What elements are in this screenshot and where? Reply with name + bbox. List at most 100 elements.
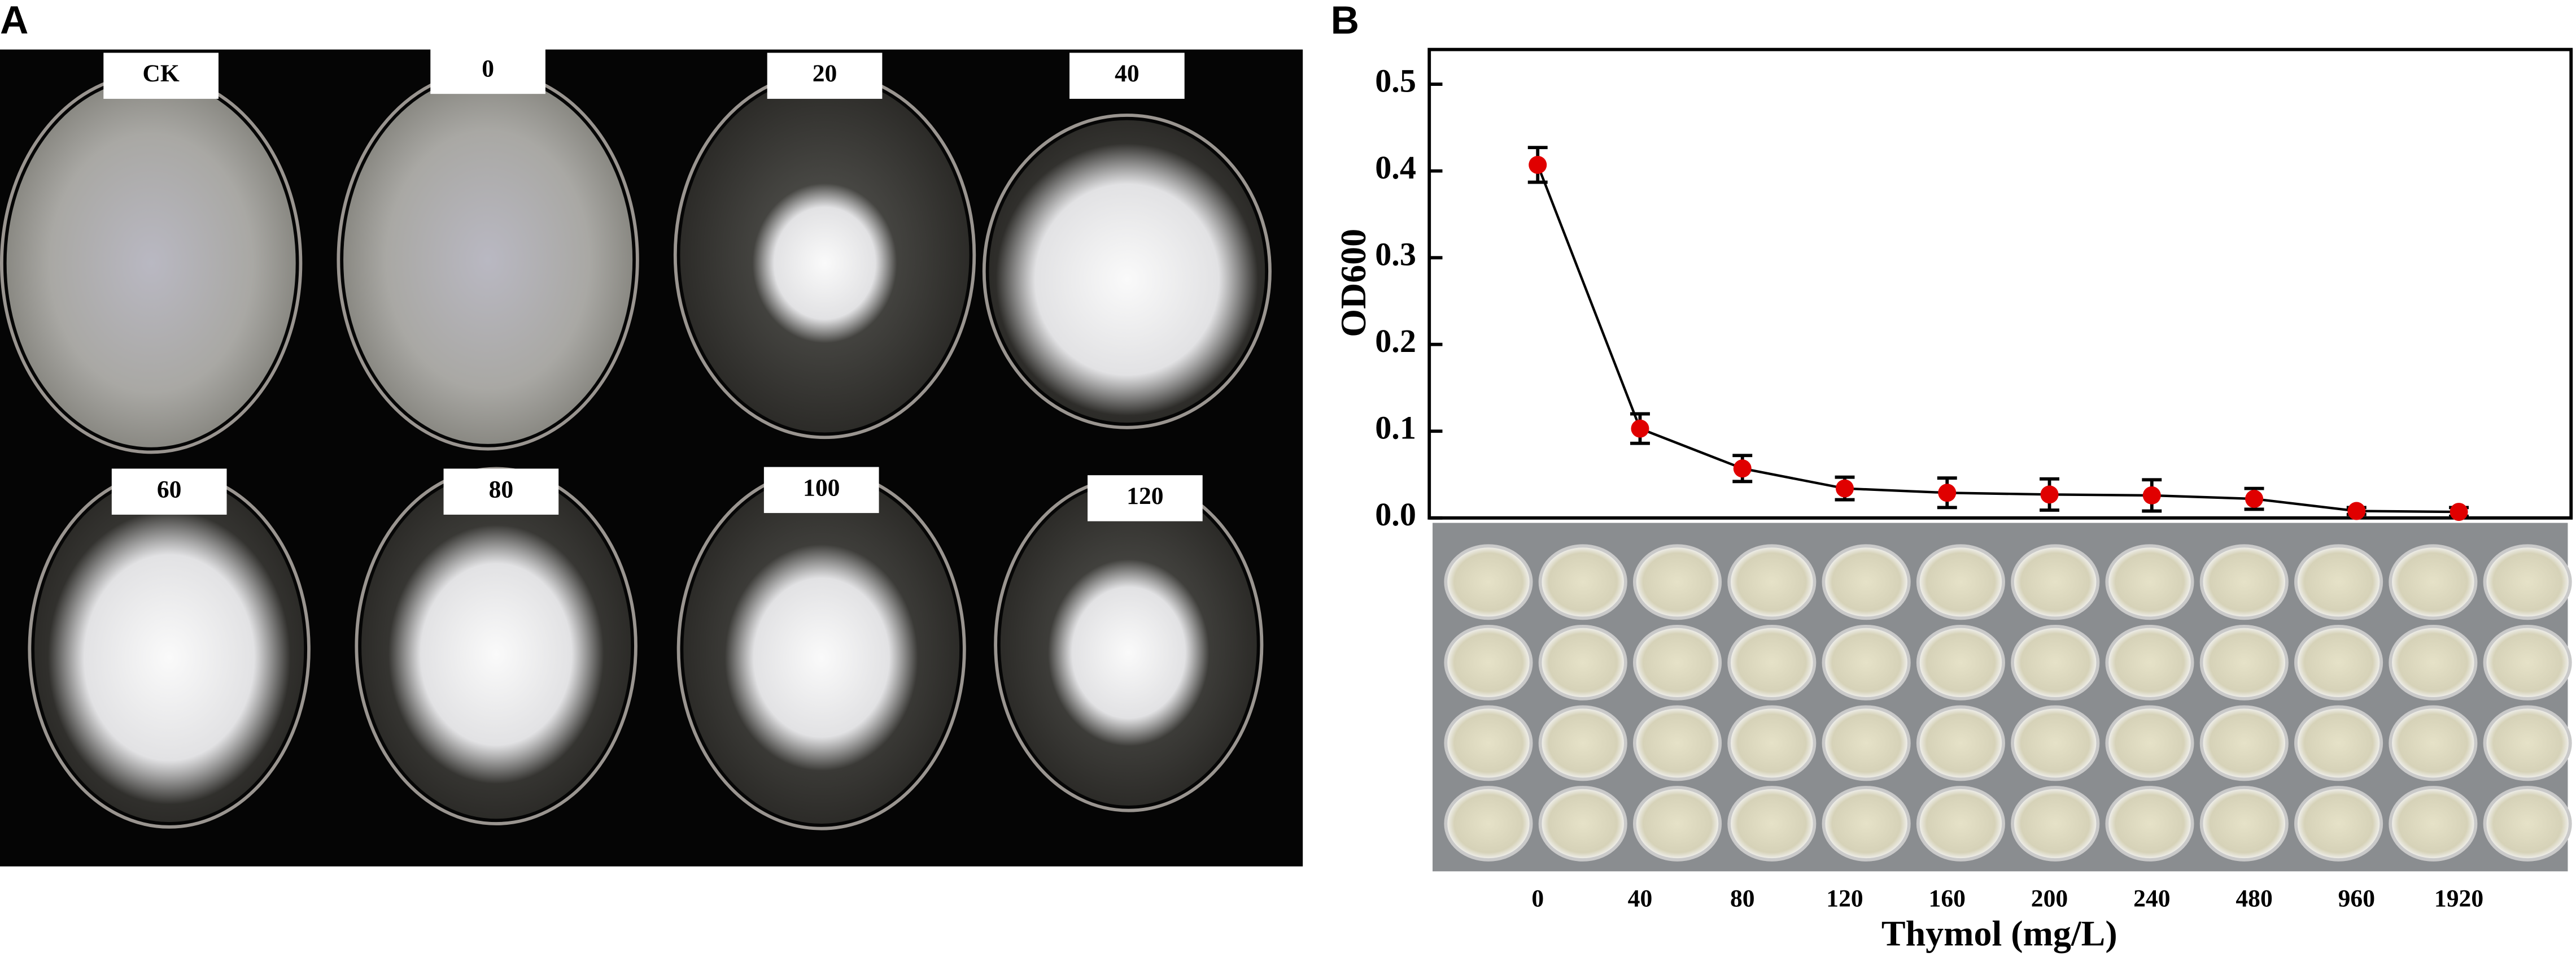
well: [1444, 544, 1533, 620]
marker: [1631, 419, 1649, 438]
colony: [47, 511, 291, 804]
plate-label: 100: [803, 474, 840, 501]
marker: [1836, 479, 1854, 498]
well: [1822, 786, 1911, 862]
y-tick-label: 0.0: [1375, 496, 1416, 533]
plate-label-box: [1069, 53, 1185, 99]
well: [1822, 544, 1911, 620]
plot-frame: [1427, 47, 2573, 520]
marker: [2245, 490, 2264, 508]
y-tick-label: 0.1: [1375, 410, 1416, 446]
well: [2389, 544, 2478, 620]
well: [2105, 544, 2194, 620]
plate-label-box: [767, 53, 883, 99]
well: [2483, 544, 2572, 620]
x-tick-label: 40: [1628, 885, 1653, 912]
x-tick-label: 200: [2031, 885, 2068, 912]
well: [1632, 624, 1722, 701]
x-tick-label: 240: [2133, 885, 2170, 912]
x-tick-label: 80: [1730, 885, 1755, 912]
well: [2199, 705, 2289, 781]
well: [1632, 705, 1722, 781]
colony: [752, 183, 897, 343]
well: [2105, 705, 2194, 781]
x-tick-label: 160: [1929, 885, 1966, 912]
well: [1916, 624, 2005, 701]
well: [1916, 786, 2005, 862]
well: [2389, 705, 2478, 781]
well: [1538, 544, 1627, 620]
plate-label-box: [443, 468, 559, 515]
marker: [1733, 459, 1752, 478]
well: [2011, 705, 2100, 781]
well: [2105, 786, 2194, 862]
panel-label: A: [0, 0, 28, 42]
marker: [2040, 485, 2059, 504]
panel-label: B: [1331, 0, 1359, 42]
y-tick-label: 0.2: [1375, 323, 1416, 359]
plate-rim: [982, 114, 1272, 429]
plate-label: 40: [1115, 60, 1139, 87]
well: [1916, 705, 2005, 781]
y-axis-title: OD600: [1333, 229, 1373, 337]
y-tick-label: 0.4: [1375, 149, 1416, 186]
x-tick-label: 480: [2236, 885, 2272, 912]
well: [1538, 624, 1627, 701]
plot: 0.0 0.1 0.2 0.3 0.4 0.5 0 40 80 120 160 200 240 480 96…: [1375, 62, 2483, 912]
plate: [6, 79, 296, 447]
well: [2011, 544, 2100, 620]
well: [2199, 786, 2289, 862]
well: [1822, 705, 1911, 781]
plate: [343, 76, 633, 444]
well: [1727, 624, 1817, 701]
well: [1727, 544, 1817, 620]
marker: [1529, 155, 1547, 174]
well: [2294, 786, 2383, 862]
y-tick-label: 0.3: [1375, 236, 1416, 273]
well: [2389, 786, 2478, 862]
plate-label: 120: [1127, 482, 1163, 510]
plate-label: 60: [157, 476, 182, 503]
plate-label-box: [103, 53, 219, 99]
x-axis-title: Thymol (mg/L): [1881, 913, 2117, 953]
well: [2294, 624, 2383, 701]
well: [1538, 705, 1627, 781]
well: [2105, 624, 2194, 701]
colony: [724, 544, 918, 771]
well: [1916, 544, 2005, 620]
plate-label-box: [1088, 475, 1203, 521]
well: [2483, 705, 2572, 781]
x-tick-label: 0: [1531, 885, 1544, 912]
well: [2199, 624, 2289, 701]
well: [2483, 786, 2572, 862]
plate-label: CK: [142, 60, 180, 87]
well: [1632, 544, 1722, 620]
y-tick-label: 0.5: [1375, 62, 1416, 99]
well: [1444, 624, 1533, 701]
plate-label: 20: [813, 60, 837, 87]
well: [2483, 624, 2572, 701]
well: [1727, 705, 1817, 781]
x-tick-label: 120: [1826, 885, 1863, 912]
well: [1444, 705, 1533, 781]
well: [2011, 624, 2100, 701]
well: [1538, 786, 1627, 862]
marker: [2347, 502, 2366, 520]
x-tick-label: 1920: [2434, 885, 2483, 912]
colony: [388, 525, 604, 784]
well: [2294, 705, 2383, 781]
marker: [2142, 486, 2161, 504]
well: [1444, 786, 1533, 862]
plate-label: 0: [482, 55, 494, 82]
well: [1632, 786, 1722, 862]
line: [1536, 164, 2459, 514]
plate-label-box: [763, 467, 879, 514]
colony: [1047, 559, 1210, 746]
plate-label-box: [111, 468, 227, 515]
marker: [2450, 503, 2468, 521]
well: [2199, 544, 2289, 620]
well: [2389, 624, 2478, 701]
well: [1822, 624, 1911, 701]
well: [2294, 544, 2383, 620]
x-tick-label: 960: [2338, 885, 2375, 912]
